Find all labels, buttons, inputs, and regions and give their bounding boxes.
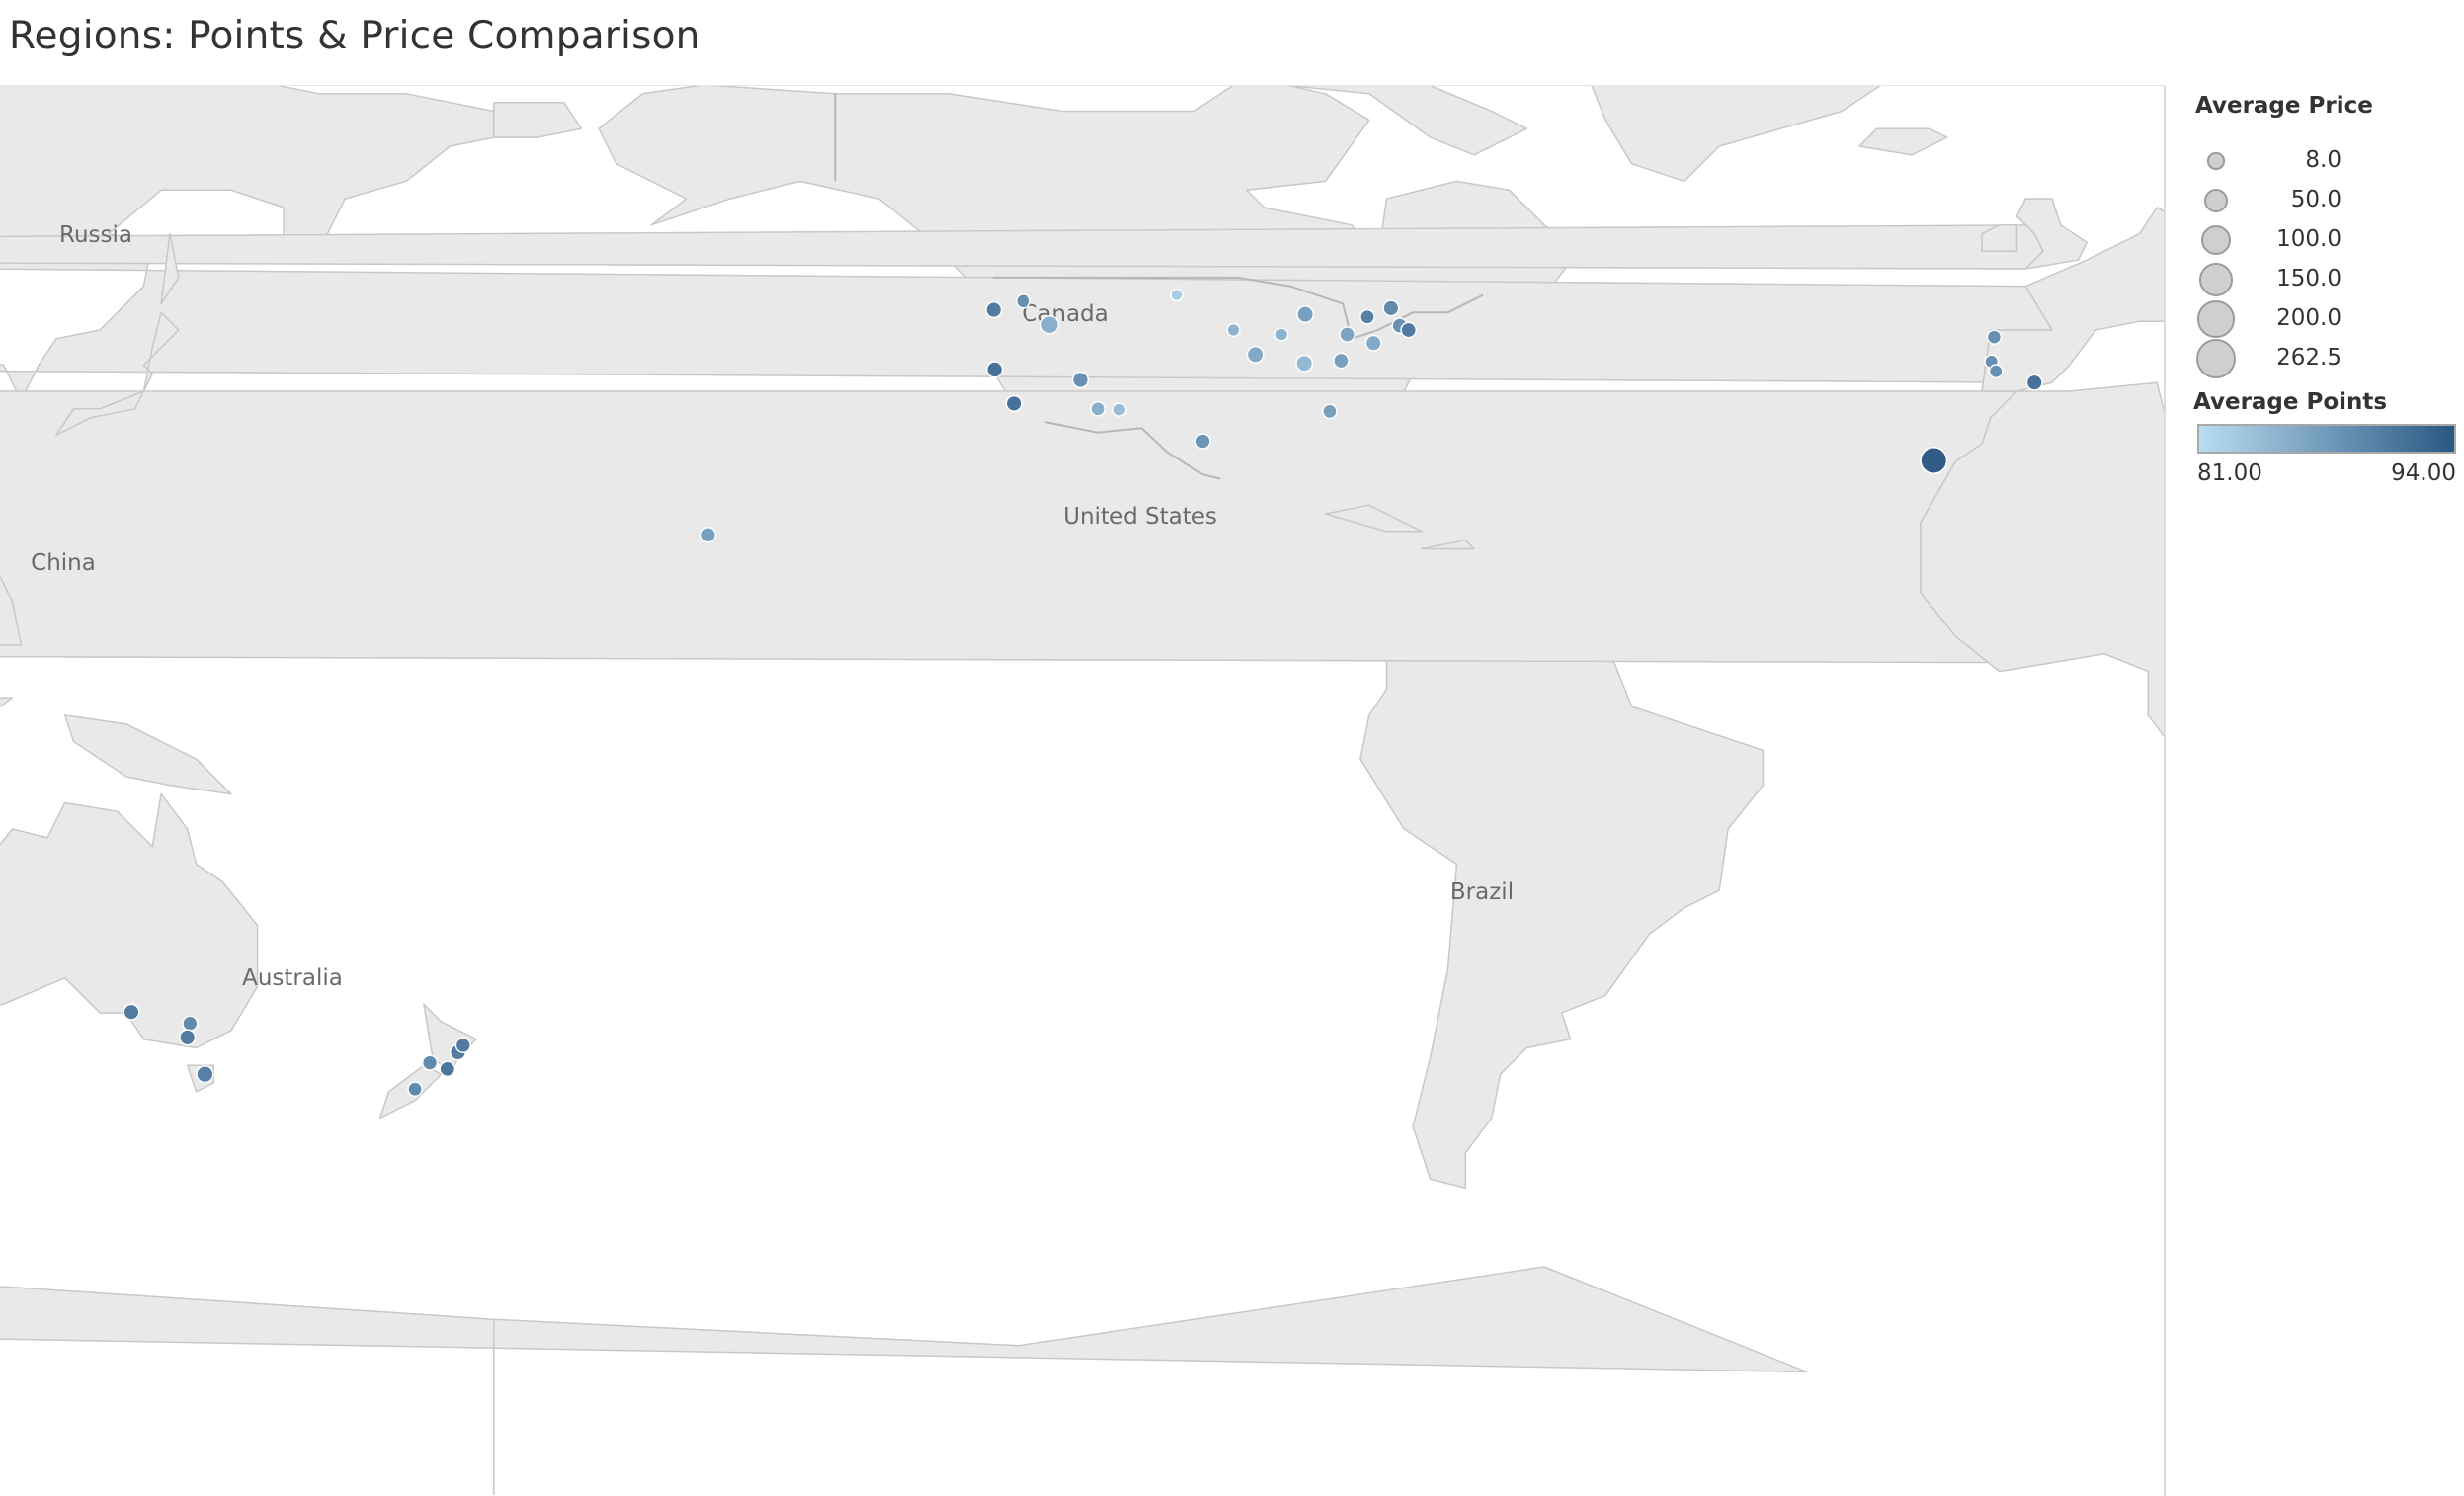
region-marker[interactable] xyxy=(196,1064,214,1084)
region-marker[interactable] xyxy=(2025,374,2043,391)
region-marker[interactable] xyxy=(1296,305,1315,324)
region-marker[interactable] xyxy=(1986,329,2003,345)
map-view[interactable]: Russia Canada China United States Brazil Aust… xyxy=(0,85,2166,1496)
size-legend-item: 200.0 xyxy=(2174,299,2464,339)
size-legend-circle xyxy=(2199,263,2233,296)
region-marker[interactable] xyxy=(1274,327,1289,342)
size-legend-circle xyxy=(2200,224,2231,255)
color-legend-title: Average Points xyxy=(2193,389,2388,415)
region-marker[interactable] xyxy=(182,1015,199,1032)
size-legend-label: 100.0 xyxy=(2276,226,2341,252)
region-marker[interactable] xyxy=(1071,371,1090,389)
region-marker[interactable] xyxy=(985,361,1004,378)
country-label-canada: Canada xyxy=(1022,301,1109,327)
country-label-layer: Russia Canada China United States Brazil Aust… xyxy=(31,222,1514,991)
region-marker[interactable] xyxy=(1364,334,1382,352)
region-marker[interactable] xyxy=(1194,433,1211,450)
size-legend-label: 150.0 xyxy=(2276,266,2341,291)
size-legend-circle xyxy=(2203,188,2229,213)
country-label-russia: Russia xyxy=(59,222,132,248)
region-marker[interactable] xyxy=(454,1037,471,1054)
size-legend-label: 50.0 xyxy=(2290,187,2341,212)
color-ramp xyxy=(2197,424,2456,454)
color-ramp-max: 94.00 xyxy=(2391,460,2456,486)
size-legend-item: 150.0 xyxy=(2174,260,2464,299)
region-marker[interactable] xyxy=(1112,402,1127,417)
size-legend-label: 262.5 xyxy=(2276,345,2341,371)
color-ramp-min: 81.00 xyxy=(2197,460,2262,486)
legend-panel: Average Price 8.0 50.0 100.0 150.0 200.0 262.… xyxy=(2174,85,2464,540)
size-legend-item: 8.0 xyxy=(2174,141,2464,181)
region-marker[interactable] xyxy=(179,1029,197,1046)
country-label-china: China xyxy=(31,550,96,576)
region-marker[interactable] xyxy=(1090,400,1106,417)
region-marker[interactable] xyxy=(439,1060,456,1078)
region-marker[interactable] xyxy=(985,301,1003,319)
region-marker[interactable] xyxy=(1988,364,2004,379)
size-legend-label: 200.0 xyxy=(2276,305,2341,331)
size-legend-label: 8.0 xyxy=(2305,147,2341,173)
region-marker[interactable] xyxy=(123,1003,140,1021)
size-legend-circle xyxy=(2197,300,2235,338)
size-legend-item: 100.0 xyxy=(2174,220,2464,260)
country-label-brazil: Brazil xyxy=(1450,879,1514,905)
region-marker[interactable] xyxy=(407,1081,423,1098)
region-marker[interactable] xyxy=(1322,403,1338,420)
size-legend-item: 262.5 xyxy=(2174,338,2464,379)
country-label-australia: Australia xyxy=(242,965,343,991)
region-marker[interactable] xyxy=(1005,394,1023,412)
region-marker[interactable] xyxy=(699,527,717,543)
region-marker[interactable] xyxy=(1382,299,1400,317)
region-marker[interactable] xyxy=(1339,326,1355,343)
marker-layer[interactable] xyxy=(0,288,2043,1098)
page-title: Regions: Points & Price Comparison xyxy=(9,14,700,58)
region-marker[interactable] xyxy=(1170,288,1184,302)
size-legend-item: 50.0 xyxy=(2174,181,2464,220)
size-legend-title: Average Price xyxy=(2195,93,2373,119)
size-legend-circle xyxy=(2207,152,2225,170)
world-map[interactable]: Russia Canada China United States Brazil Aust… xyxy=(0,86,2166,1496)
region-marker[interactable] xyxy=(1015,292,1031,309)
region-marker[interactable] xyxy=(1039,315,1060,335)
size-legend-circle xyxy=(2195,338,2237,379)
region-marker[interactable] xyxy=(1295,354,1314,373)
country-label-united-states: United States xyxy=(1063,504,1217,530)
region-marker[interactable] xyxy=(1333,352,1350,370)
region-marker[interactable] xyxy=(1920,447,1948,474)
region-marker[interactable] xyxy=(1400,321,1418,339)
region-marker[interactable] xyxy=(1359,308,1375,325)
region-marker[interactable] xyxy=(421,1054,439,1071)
land-layer xyxy=(0,86,2164,1496)
region-marker[interactable] xyxy=(1246,345,1265,364)
region-marker[interactable] xyxy=(1226,322,1241,338)
